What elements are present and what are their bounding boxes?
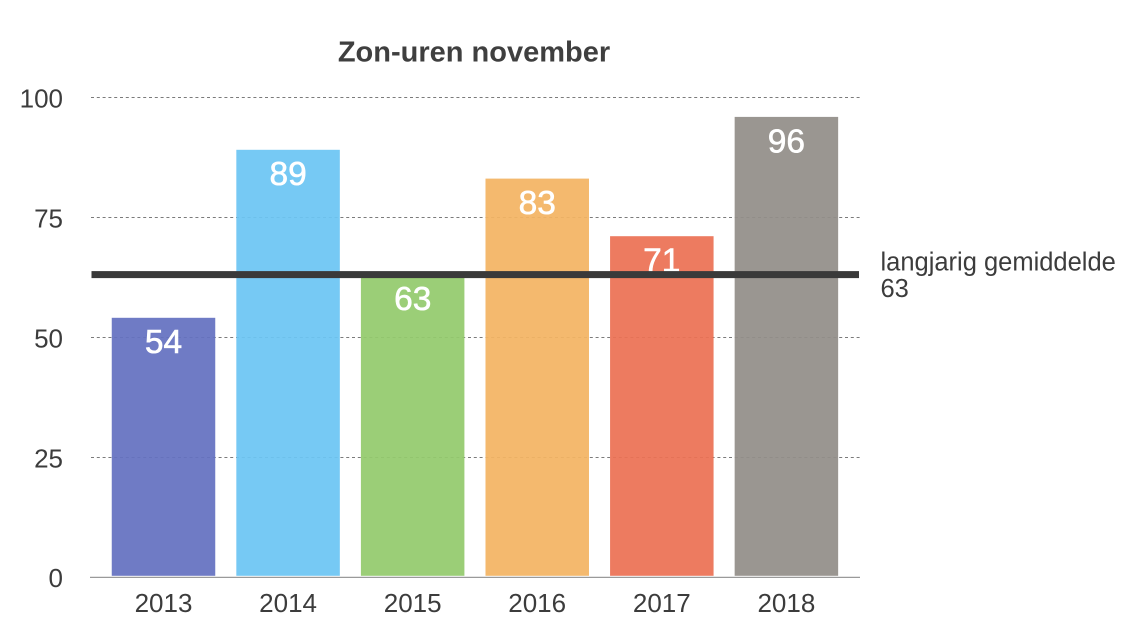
svg-text:63: 63 — [394, 281, 431, 318]
svg-text:96: 96 — [768, 124, 805, 161]
svg-text:langjarig gemiddelde: langjarig gemiddelde — [881, 249, 1116, 277]
svg-text:25: 25 — [34, 443, 63, 473]
svg-text:63: 63 — [881, 275, 909, 303]
svg-text:2014: 2014 — [259, 588, 317, 618]
svg-text:Zon-uren november: Zon-uren november — [338, 37, 610, 69]
svg-text:2016: 2016 — [508, 588, 566, 618]
svg-text:2017: 2017 — [633, 588, 691, 618]
svg-text:2015: 2015 — [384, 588, 442, 618]
svg-text:83: 83 — [519, 185, 556, 222]
svg-text:100: 100 — [20, 83, 63, 113]
svg-text:54: 54 — [145, 324, 182, 361]
svg-text:0: 0 — [49, 563, 63, 593]
svg-text:89: 89 — [269, 156, 306, 193]
svg-text:2013: 2013 — [135, 588, 193, 618]
svg-text:50: 50 — [34, 323, 63, 353]
svg-text:2018: 2018 — [757, 588, 815, 618]
svg-text:75: 75 — [34, 203, 63, 233]
